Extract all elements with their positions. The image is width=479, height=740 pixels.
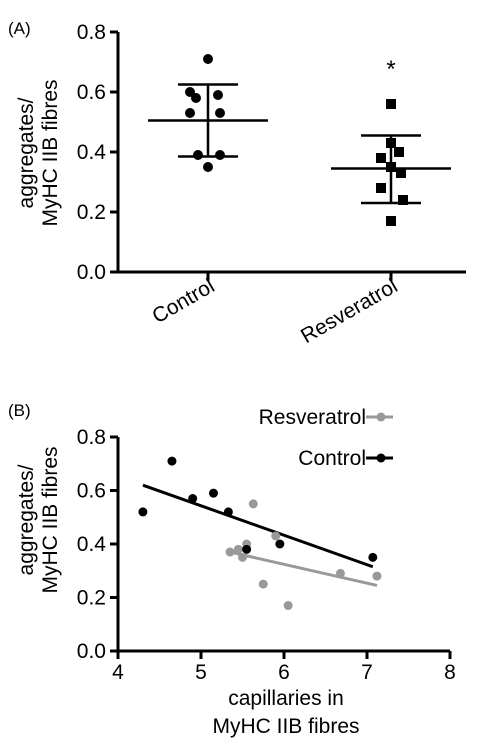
legend-label-resveratrol: Resveratrol (259, 406, 366, 429)
panel-a-point-resveratrol (376, 153, 386, 163)
panel-b-point-resveratrol (233, 544, 243, 554)
panel-b-point-control (167, 456, 177, 466)
panel-b-xlabel-line2: MyHC IIB fibres (212, 715, 359, 738)
panel-a-point-control (193, 150, 203, 160)
panel-b-xtick-label: 8 (444, 661, 456, 684)
panel-b-fit-lines (142, 483, 378, 587)
panel-b-ylabel-line1: aggregates/ (15, 464, 38, 575)
panel-a-label: (A) (8, 19, 31, 38)
panel-a-ylabel-line2: MyHC IIB fibres (39, 79, 62, 226)
panel-a-xtick-label: Control (148, 274, 218, 328)
panel-a-point-control (213, 90, 223, 100)
panel-a-x-ticks: Control Resveratrol (148, 272, 402, 348)
panel-a-points (185, 54, 408, 226)
panel-a-point-resveratrol (386, 216, 396, 226)
panel-b-point-resveratrol (238, 552, 247, 562)
panel-b-ytick-label: 0.0 (77, 640, 106, 663)
panel-b-point-resveratrol (225, 547, 235, 557)
panel-a-point-resveratrol (386, 162, 396, 172)
panel-b-point-resveratrol (335, 568, 345, 578)
legend-label-control: Control (298, 447, 366, 470)
panel-a-y-ticks: 0.0 0.2 0.4 0.6 0.8 (77, 21, 118, 284)
panel-b-point-resveratrol (271, 531, 281, 541)
panel-a: (A) aggregates/ MyHC IIB fibres 0.00.20.… (8, 19, 466, 348)
panel-b-point-control (188, 494, 198, 504)
panel-b-point-control (242, 544, 252, 554)
panel-b-point-resveratrol (248, 499, 258, 509)
panel-b-ytick-label: 0.6 (77, 480, 106, 503)
panel-b-point-resveratrol (258, 579, 268, 589)
panel-b-point-resveratrol (372, 571, 382, 581)
significance-star: * (386, 56, 395, 83)
panel-a-ylabel-line1: aggregates/ (15, 97, 38, 208)
panel-a-point-control (203, 162, 213, 172)
panel-a-point-resveratrol (386, 138, 396, 148)
panel-b-point-control (223, 507, 233, 517)
panel-b-xlabel-line1: capillaries in (228, 687, 344, 710)
panel-b-fit-resveratrol (229, 550, 378, 587)
legend-marker-resveratrol (376, 412, 386, 422)
panel-a-point-control (215, 108, 225, 118)
panel-b-fit-control (142, 483, 374, 569)
panel-b-point-control (208, 488, 218, 498)
panel-a-xtick-label: Resveratrol (297, 274, 401, 348)
panel-b-point-resveratrol (283, 601, 293, 611)
panel-a-point-resveratrol (394, 147, 404, 157)
panel-b-xtick-label: 7 (361, 661, 373, 684)
panel-b-point-control (368, 552, 378, 562)
panel-b-xtick-label: 4 (112, 661, 124, 684)
panel-b-points (138, 456, 382, 611)
panel-a-ytick-label: 0.4 (77, 141, 107, 164)
panel-a-point-resveratrol (376, 183, 386, 193)
panel-b-label: (B) (8, 401, 31, 420)
panel-b-ytick-label: 0.2 (77, 587, 106, 610)
legend-marker-control (376, 453, 386, 463)
panel-b-y-ticks: 0.0 0.2 0.4 0.6 0.8 (77, 426, 118, 663)
panel-b-point-control (275, 539, 285, 549)
panel-a-point-control (191, 93, 201, 103)
panel-a-ytick-label: 0.0 (77, 261, 106, 284)
panel-a-ytick-label: 0.2 (77, 201, 106, 224)
panel-a-point-control (203, 54, 213, 64)
panel-b-ytick-label: 0.4 (77, 533, 107, 556)
panel-b-xtick-label: 5 (195, 661, 207, 684)
panel-a-ytick-label: 0.6 (77, 81, 106, 104)
panel-a-point-control (185, 108, 195, 118)
panel-b-point-control (138, 507, 148, 517)
panel-b-legend: Resveratrol Control (259, 406, 393, 470)
panel-a-point-resveratrol (386, 99, 396, 109)
panel-a-point-control (215, 150, 225, 160)
panel-b-ylabel-line2: MyHC IIB fibres (39, 446, 62, 593)
panel-b-xtick-label: 6 (278, 661, 290, 684)
panel-a-ytick-label: 0.8 (77, 21, 106, 44)
panel-b-ytick-label: 0.8 (77, 426, 106, 449)
panel-a-point-resveratrol (398, 195, 408, 205)
panel-a-point-resveratrol (396, 168, 406, 178)
panel-b: (B) aggregates/ MyHC IIB fibres capillar… (8, 401, 456, 738)
panel-b-x-ticks: 4 5 6 7 8 (112, 651, 456, 684)
